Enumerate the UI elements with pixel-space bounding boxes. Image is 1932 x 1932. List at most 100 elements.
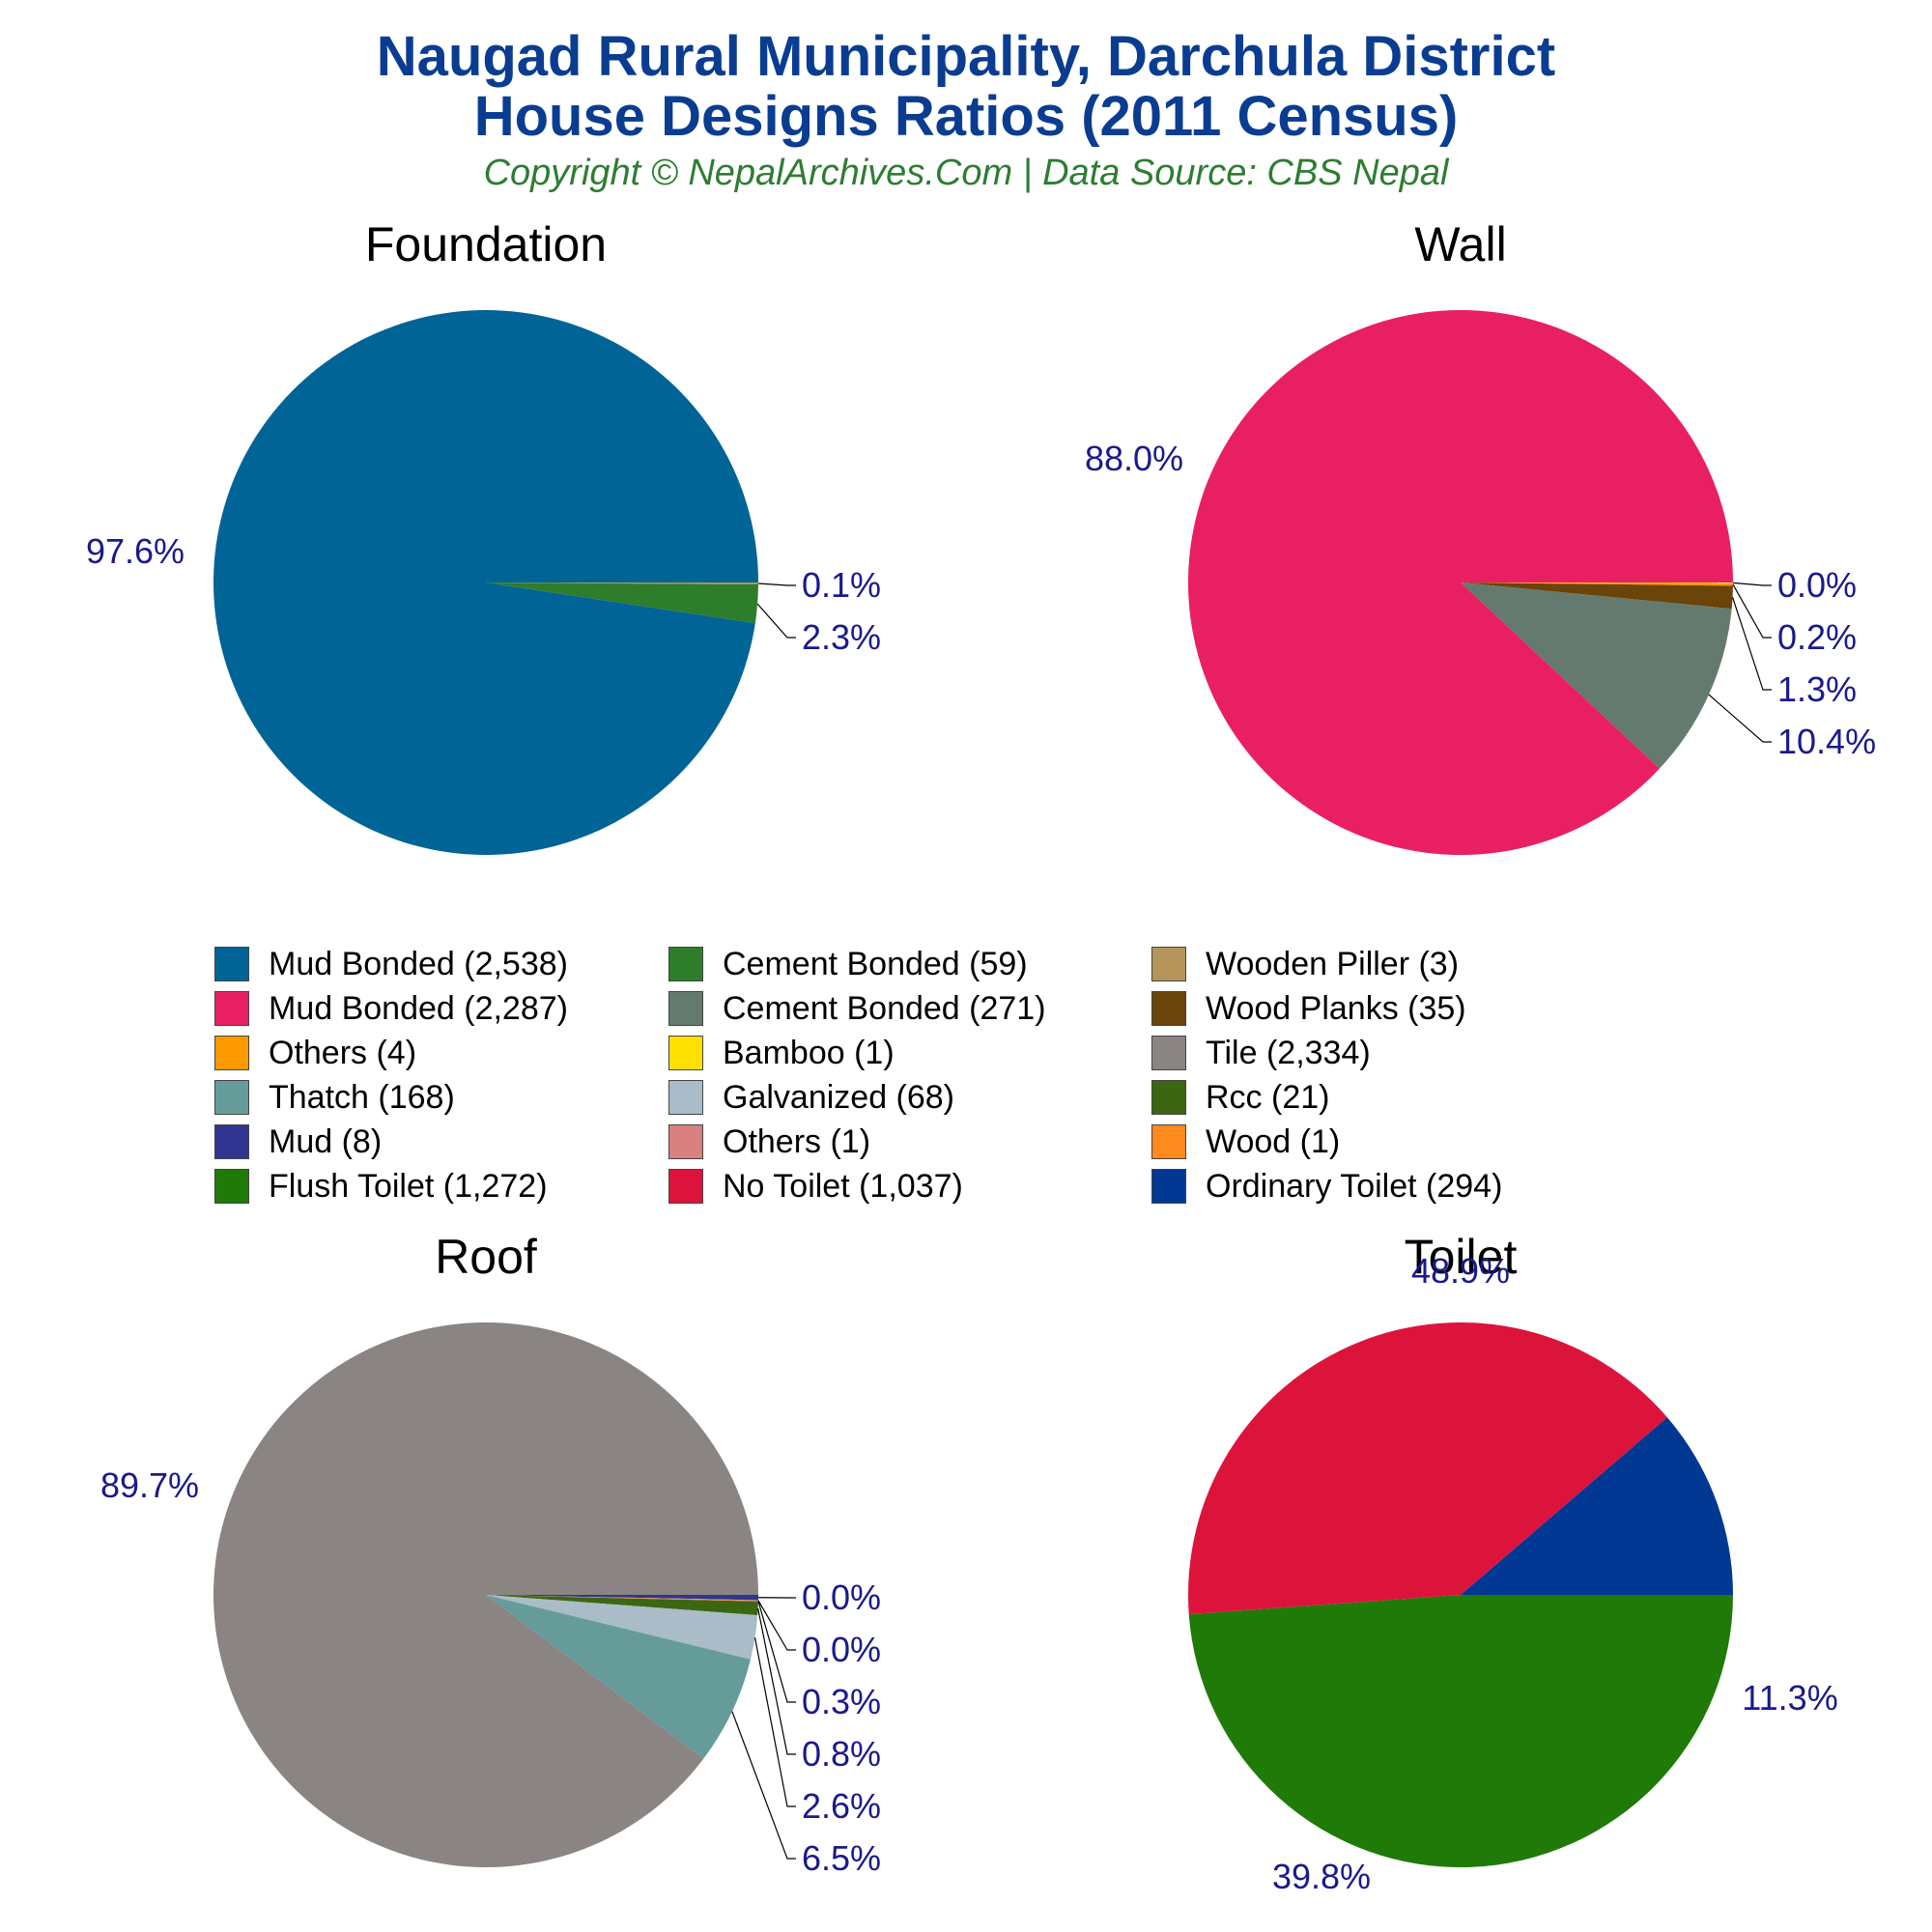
legend-item: Mud (8) bbox=[214, 1120, 382, 1164]
leader-line bbox=[753, 1636, 796, 1807]
pct-label: 11.3% bbox=[1742, 1678, 1837, 1718]
legend-swatch bbox=[1151, 991, 1186, 1026]
pie-slice-thatch bbox=[486, 1595, 751, 1759]
legend-swatch bbox=[214, 947, 249, 981]
pie-slice-mud bbox=[486, 1595, 758, 1601]
pct-label: 0.0% bbox=[802, 1577, 881, 1617]
pie-slice-no-toilet bbox=[1187, 1321, 1667, 1615]
pie-slice-tile bbox=[213, 1321, 758, 1867]
legend-label: Rcc (21) bbox=[1206, 1078, 1330, 1116]
pct-label: 48.9% bbox=[1411, 1251, 1510, 1291]
legend-label: Wood (1) bbox=[1206, 1122, 1341, 1160]
legend-label: Ordinary Toilet (294) bbox=[1206, 1167, 1503, 1205]
legend-item: Ordinary Toilet (294) bbox=[1151, 1164, 1502, 1208]
pie-chart-wall: Wall 0.0% 0.2% 1.3% 10.4% 88.0% bbox=[1085, 217, 1876, 856]
legend-label: Others (4) bbox=[269, 1034, 417, 1071]
legend-swatch bbox=[214, 991, 249, 1026]
pie-title: Foundation bbox=[365, 217, 607, 271]
legend-item: Thatch (168) bbox=[214, 1075, 455, 1120]
leader-line bbox=[1732, 582, 1772, 586]
legend-swatch bbox=[214, 1124, 249, 1159]
legend-item: Others (4) bbox=[214, 1031, 416, 1075]
pie-slice-others bbox=[486, 582, 758, 585]
legend-swatch bbox=[668, 1036, 703, 1070]
legend-label: Others (1) bbox=[723, 1122, 871, 1160]
pie-slice-bamboo bbox=[1461, 582, 1733, 583]
pie-slice-wood bbox=[486, 1595, 758, 1602]
pct-label: 39.8% bbox=[1272, 1857, 1371, 1896]
leader-line bbox=[757, 1607, 796, 1755]
pie-slice-rcc bbox=[486, 1595, 758, 1616]
legend-label: Bamboo (1) bbox=[723, 1034, 895, 1071]
legend-label: Cement Bonded (271) bbox=[723, 989, 1046, 1027]
pct-label: 88.0% bbox=[1085, 439, 1183, 478]
leader-line bbox=[1708, 694, 1772, 743]
legend-item: Rcc (21) bbox=[1151, 1075, 1329, 1120]
pie-title: Wall bbox=[1414, 217, 1506, 271]
legend-item: Bamboo (1) bbox=[668, 1031, 895, 1075]
legend-label: Galvanized (68) bbox=[723, 1078, 955, 1116]
legend-label: Mud (8) bbox=[269, 1122, 383, 1160]
legend-item: Galvanized (68) bbox=[668, 1075, 954, 1120]
leader-line bbox=[756, 603, 796, 639]
pct-label: 89.7% bbox=[100, 1465, 199, 1505]
legend-swatch bbox=[214, 1036, 249, 1070]
leader-line bbox=[1732, 583, 1772, 639]
legend-item: Wood Planks (35) bbox=[1151, 986, 1466, 1031]
pie-slice-others bbox=[486, 1595, 758, 1602]
pct-label: 0.0% bbox=[1777, 565, 1857, 605]
pct-label: 0.8% bbox=[802, 1734, 881, 1774]
legend-item: Wooden Piller (3) bbox=[1151, 942, 1459, 986]
legend-item: Cement Bonded (271) bbox=[668, 986, 1046, 1031]
pie-title: Roof bbox=[435, 1230, 537, 1284]
pie-slice-mud-bonded bbox=[1188, 309, 1733, 856]
legend-label: Cement Bonded (59) bbox=[723, 945, 1028, 982]
legend-swatch bbox=[668, 1124, 703, 1159]
legend-label: Mud Bonded (2,287) bbox=[269, 989, 568, 1027]
pie-slice-wood-planks bbox=[1461, 582, 1733, 610]
legend-item: No Toilet (1,037) bbox=[668, 1164, 963, 1208]
legend-item: Flush Toilet (1,272) bbox=[214, 1164, 548, 1208]
leader-line bbox=[731, 1711, 796, 1860]
pie-slice-flush-toilet bbox=[1188, 1595, 1733, 1868]
legend-swatch bbox=[668, 1169, 703, 1204]
pie-slice-mud-bonded bbox=[213, 310, 759, 856]
chart-subtitle: Copyright © NepalArchives.Com | Data Sou… bbox=[483, 153, 1449, 193]
legend-swatch bbox=[668, 991, 703, 1026]
pie-slice-galvanized bbox=[486, 1595, 758, 1660]
pct-label: 97.6% bbox=[86, 531, 185, 571]
legend-swatch bbox=[1151, 947, 1186, 981]
legend-swatch bbox=[214, 1080, 249, 1115]
legend-swatch bbox=[668, 947, 703, 981]
legend-label: Tile (2,334) bbox=[1206, 1034, 1371, 1071]
pct-label: 6.5% bbox=[802, 1838, 881, 1878]
legend-item: Mud Bonded (2,538) bbox=[214, 942, 568, 986]
legend-item: Others (1) bbox=[668, 1120, 870, 1164]
pct-label: 2.3% bbox=[802, 617, 881, 657]
pie-chart-foundation: Foundation 0.1% 2.3% 97.6% bbox=[86, 217, 881, 856]
pct-label: 0.3% bbox=[802, 1682, 881, 1721]
pie-slice-ordinary-toilet bbox=[1461, 1417, 1733, 1595]
legend-swatch bbox=[1151, 1036, 1186, 1070]
legend-label: Wooden Piller (3) bbox=[1206, 945, 1460, 982]
pie-slice-others bbox=[1461, 582, 1733, 586]
legend-item: Tile (2,334) bbox=[1151, 1031, 1371, 1075]
leader-line bbox=[757, 582, 796, 586]
legend-label: Wood Planks (35) bbox=[1206, 989, 1466, 1027]
legend-swatch bbox=[1151, 1080, 1186, 1115]
legend-swatch bbox=[1151, 1169, 1186, 1204]
pie-chart-roof: Roof 0.0% 0.0% 0.3% 0.8% 2.6% 6.5% 89.7% bbox=[100, 1230, 881, 1878]
legend-swatch bbox=[214, 1169, 249, 1204]
pct-label: 0.1% bbox=[802, 565, 881, 605]
chart-title-line2: House Designs Ratios (2011 Census) bbox=[473, 85, 1459, 148]
legend-label: Flush Toilet (1,272) bbox=[269, 1167, 548, 1205]
leader-line bbox=[757, 1600, 796, 1651]
pie-title: Toilet bbox=[1405, 1230, 1518, 1284]
legend-item: Mud Bonded (2,287) bbox=[214, 986, 568, 1031]
pct-label: 0.0% bbox=[802, 1630, 881, 1669]
leader-line bbox=[757, 1601, 796, 1703]
legend-item: Cement Bonded (59) bbox=[668, 942, 1028, 986]
pct-label: 2.6% bbox=[802, 1786, 881, 1826]
